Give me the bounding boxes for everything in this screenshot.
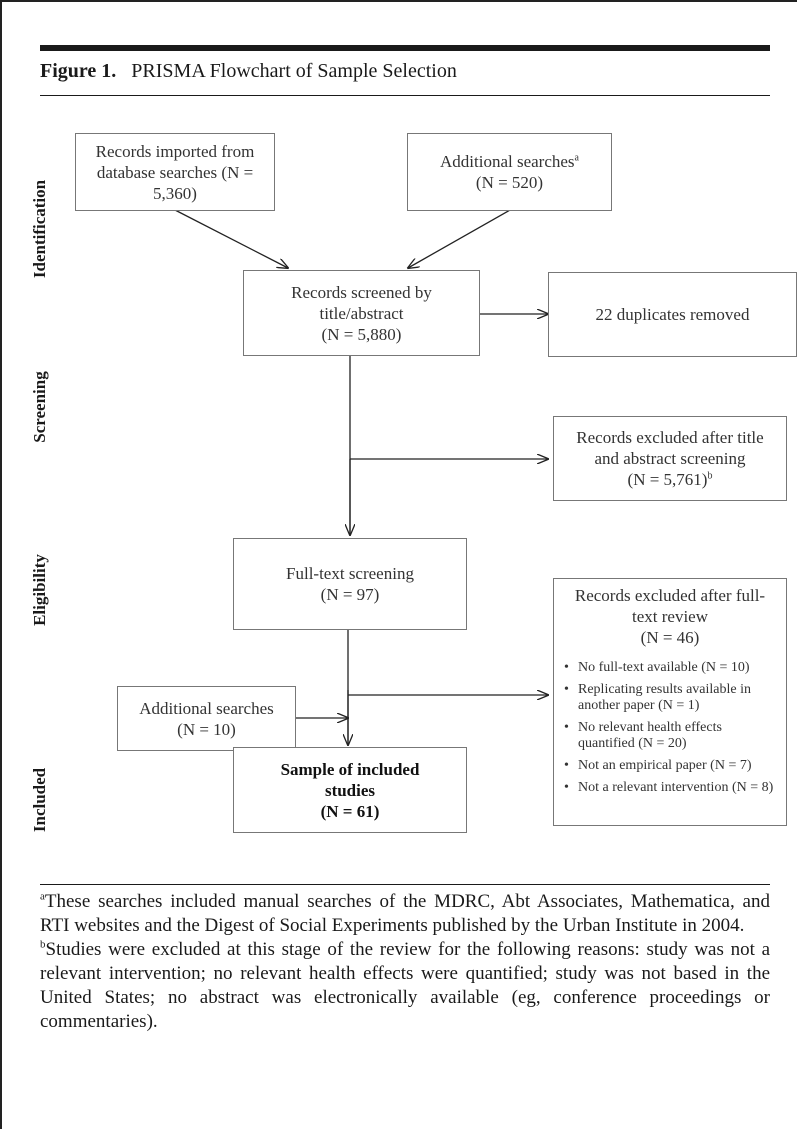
header-rule [40, 45, 770, 51]
box-duplicates-removed-line1: 22 duplicates removed [595, 305, 750, 324]
box-additional-bottom-line2: (N = 10) [177, 719, 236, 739]
page-frame-left [0, 0, 2, 1129]
box-records-imported-line2: database searches (N = 5,360) [96, 162, 254, 203]
exclusion-reason: No full-text available (N = 10) [562, 660, 780, 676]
exclusion-reason: Not a relevant intervention (N = 8) [562, 780, 780, 796]
exclusion-reasons-list: No full-text available (N = 10) Replicat… [554, 660, 786, 802]
box-records-screened-line1: Records screened by [291, 282, 432, 302]
box-excluded-title-line2: and abstract screening [594, 449, 746, 468]
box-excluded-title-count: (N = 5,761) [627, 470, 708, 489]
box-additional-bottom-line1: Additional searches [139, 698, 274, 718]
box-records-screened-line3: (N = 5,880) [321, 324, 402, 344]
box-included-line3: (N = 61) [320, 801, 380, 821]
exclusion-reason: Replicating results available in another… [562, 682, 780, 714]
box-additional-searches-top-text: Additional searches [440, 152, 575, 171]
exclusion-reason: Not an empirical paper (N = 7) [562, 758, 780, 774]
box-additional-searches-top-line1: Additional searchesa [440, 151, 579, 172]
figure-title: Figure 1. PRISMA Flowchart of Sample Sel… [40, 60, 457, 83]
box-fulltext-screening: Full-text screening (N = 97) [233, 538, 467, 630]
figure-label: Figure 1. [40, 60, 117, 82]
footnote-b-marker: b [40, 938, 46, 951]
arrow-additional-to-screened [408, 209, 511, 268]
box-excluded-full-line1: Records excluded after full- [574, 586, 766, 605]
box-records-screened: Records screened by title/abstract (N = … [243, 270, 480, 356]
box-excluded-full-line3: (N = 46) [640, 628, 700, 647]
box-additional-searches-top: Additional searchesa (N = 520) [407, 133, 612, 211]
footnotes: aThese searches included manual searches… [40, 890, 770, 1034]
box-included-line1: Sample of included [280, 759, 420, 779]
arrow-imported-to-screened [174, 209, 288, 268]
box-fulltext-line2: (N = 97) [320, 585, 380, 604]
box-duplicates-removed: 22 duplicates removed [548, 272, 797, 357]
figure-title-text: PRISMA Flowchart of Sample Selection [131, 60, 457, 82]
footnote-b-text: Studies were excluded at this stage of t… [40, 939, 770, 1032]
box-excluded-title-line1: Records excluded after title [576, 428, 764, 447]
footnote-rule [40, 884, 770, 885]
box-additional-searches-bottom: Additional searches (N = 10) [117, 686, 296, 751]
footnote-a-text: These searches included manual searches … [40, 891, 770, 936]
box-excluded-full-text: Records excluded after full- text review… [553, 578, 787, 826]
page-frame-top [0, 0, 797, 2]
footnote-marker-b: b [707, 470, 713, 482]
box-records-screened-line2: title/abstract [319, 303, 404, 323]
box-records-imported-line1: Records imported from [95, 141, 255, 161]
exclusion-reason: No relevant health effects quantified (N… [562, 720, 780, 752]
box-fulltext-line1: Full-text screening [286, 564, 414, 583]
footnote-b: bStudies were excluded at this stage of … [40, 938, 770, 1034]
box-excluded-title-abstract: Records excluded after title and abstrac… [553, 416, 787, 501]
box-excluded-title-line3: (N = 5,761)b [628, 469, 713, 490]
footnote-a-marker: a [40, 890, 45, 903]
footnote-a: aThese searches included manual searches… [40, 890, 770, 938]
box-included-line2: studies [324, 780, 376, 800]
title-underline [40, 95, 770, 96]
box-excluded-full-line2: text review [632, 607, 708, 626]
box-included-studies: Sample of included studies (N = 61) [233, 747, 467, 833]
footnote-marker-a: a [574, 152, 579, 164]
box-records-imported: Records imported from database searches … [75, 133, 275, 211]
box-additional-searches-top-line2: (N = 520) [475, 173, 544, 192]
